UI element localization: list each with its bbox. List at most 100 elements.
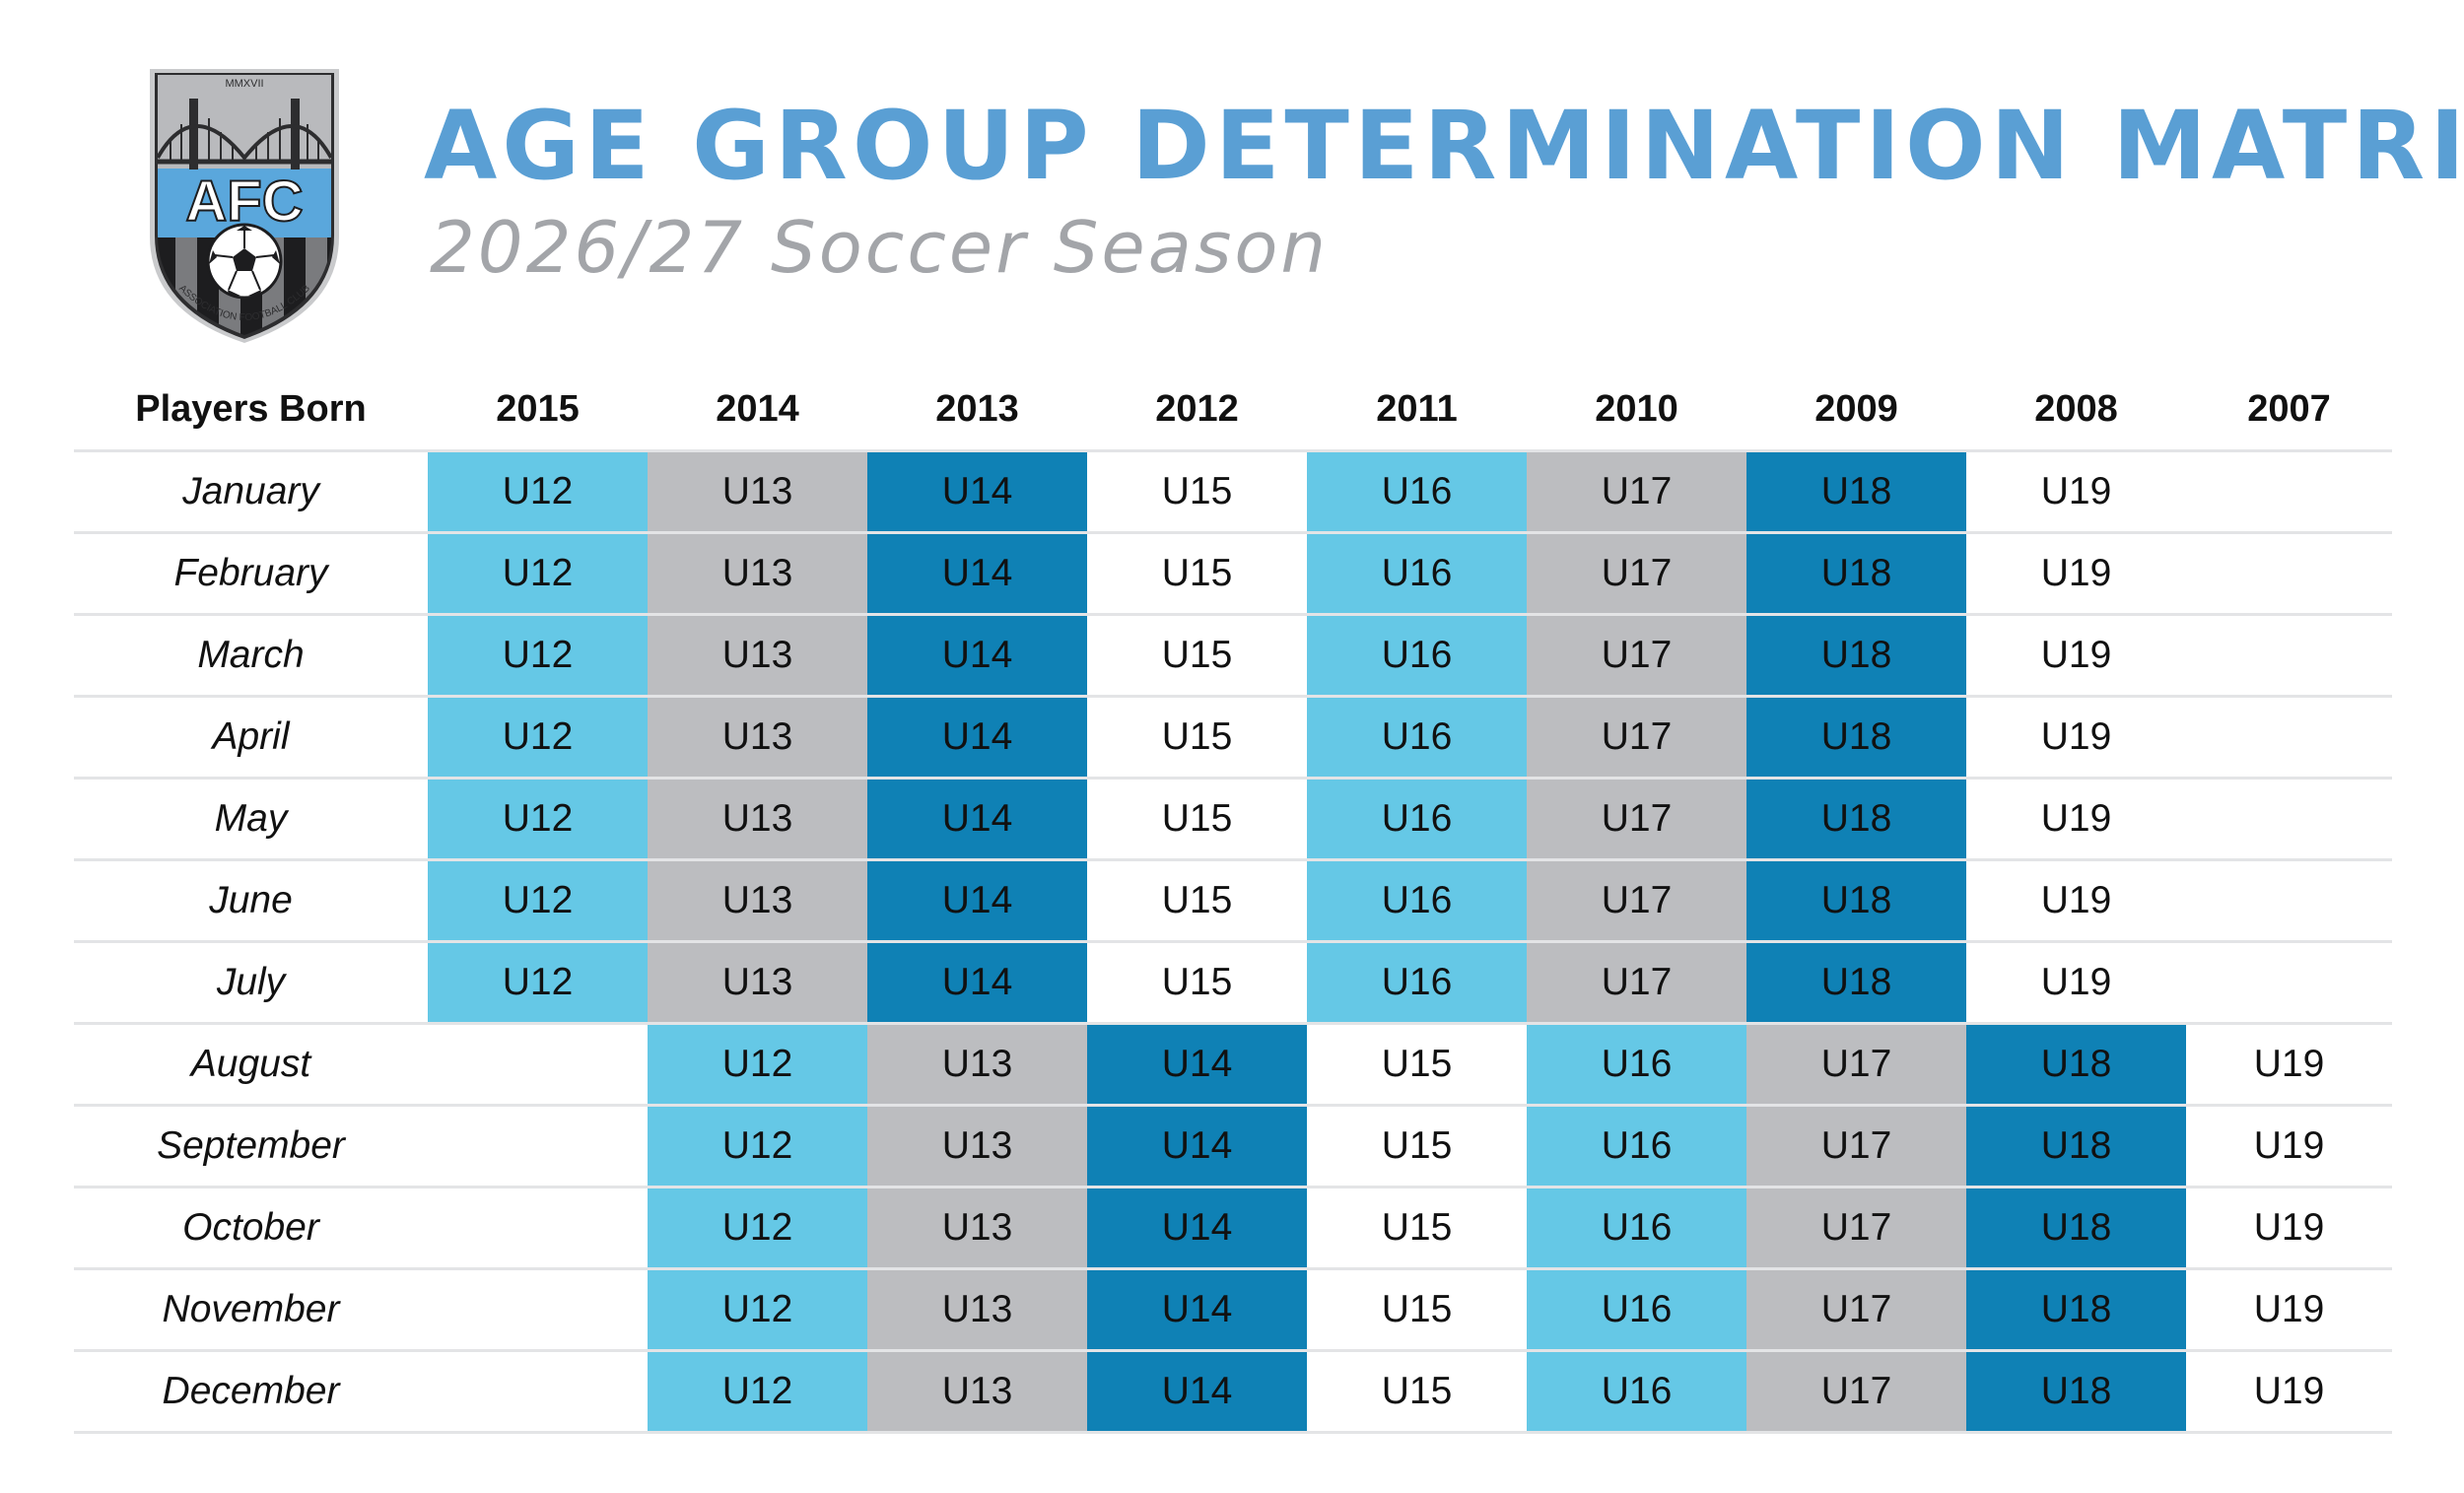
month-label: December <box>74 1350 428 1434</box>
year-header: 2013 <box>867 370 1087 452</box>
empty-cell <box>428 1350 648 1434</box>
age-group-cell: U19 <box>1966 941 2186 1025</box>
age-group-cell: U16 <box>1527 1187 1746 1270</box>
age-group-cell: U18 <box>1746 532 1966 616</box>
age-group-cell: U14 <box>867 532 1087 616</box>
age-group-cell: U13 <box>648 778 867 861</box>
age-group-cell: U19 <box>1966 532 2186 616</box>
month-label: October <box>74 1187 428 1270</box>
empty-cell <box>428 1187 648 1270</box>
age-group-cell: U18 <box>1966 1105 2186 1188</box>
age-group-cell: U16 <box>1307 859 1527 943</box>
age-group-cell: U17 <box>1527 696 1746 780</box>
age-group-cell: U15 <box>1087 941 1307 1025</box>
age-group-cell: U18 <box>1746 696 1966 780</box>
month-label: February <box>74 532 428 616</box>
empty-cell <box>428 1023 648 1107</box>
table-row: April U12 U13 U14 U15 U16 U17 U18 U19 <box>74 696 2392 780</box>
age-group-cell: U17 <box>1527 614 1746 698</box>
age-group-cell: U13 <box>648 450 867 534</box>
table-header-row: Players Born 2015 2014 2013 2012 2011 20… <box>74 370 2392 452</box>
empty-cell <box>2186 450 2392 534</box>
table-row: July U12 U13 U14 U15 U16 U17 U18 U19 <box>74 941 2392 1025</box>
page-title: AGE GROUP DETERMINATION MATRIX <box>424 91 2464 201</box>
age-group-cell: U12 <box>428 778 648 861</box>
age-group-cell: U16 <box>1307 778 1527 861</box>
table-row: May U12 U13 U14 U15 U16 U17 U18 U19 <box>74 778 2392 861</box>
crest-top-text: MMXVII <box>225 78 263 90</box>
age-group-cell: U17 <box>1746 1187 1966 1270</box>
age-group-cell: U14 <box>867 450 1087 534</box>
table-row: August U12 U13 U14 U15 U16 U17 U18 U19 <box>74 1023 2392 1107</box>
age-group-cell: U14 <box>867 778 1087 861</box>
year-header: 2012 <box>1087 370 1307 452</box>
age-group-cell: U13 <box>867 1023 1087 1107</box>
year-header: 2009 <box>1746 370 1966 452</box>
age-group-cell: U19 <box>2186 1268 2392 1352</box>
age-group-cell: U13 <box>648 696 867 780</box>
players-born-header: Players Born <box>74 370 428 452</box>
table-row: January U12 U13 U14 U15 U16 U17 U18 U19 <box>74 450 2392 534</box>
age-group-cell: U17 <box>1527 941 1746 1025</box>
age-group-cell: U17 <box>1746 1105 1966 1188</box>
age-group-cell: U16 <box>1527 1105 1746 1188</box>
year-header: 2010 <box>1527 370 1746 452</box>
age-group-cell: U15 <box>1307 1187 1527 1270</box>
empty-cell <box>2186 859 2392 943</box>
empty-cell <box>2186 614 2392 698</box>
table-row: September U12 U13 U14 U15 U16 U17 U18 U19 <box>74 1105 2392 1188</box>
age-group-cell: U12 <box>428 696 648 780</box>
table-body: January U12 U13 U14 U15 U16 U17 U18 U19 February U… <box>74 450 2392 1434</box>
age-group-cell: U14 <box>1087 1023 1307 1107</box>
age-group-cell: U17 <box>1527 532 1746 616</box>
age-group-cell: U17 <box>1527 859 1746 943</box>
year-header: 2007 <box>2186 370 2392 452</box>
age-group-cell: U16 <box>1527 1023 1746 1107</box>
age-group-cell: U17 <box>1746 1268 1966 1352</box>
age-group-cell: U14 <box>867 614 1087 698</box>
age-group-cell: U12 <box>648 1105 867 1188</box>
month-label: April <box>74 696 428 780</box>
month-label: August <box>74 1023 428 1107</box>
age-group-matrix-table: Players Born 2015 2014 2013 2012 2011 20… <box>74 370 2392 1434</box>
age-group-cell: U15 <box>1087 450 1307 534</box>
age-group-cell: U16 <box>1527 1268 1746 1352</box>
age-group-cell: U12 <box>428 614 648 698</box>
age-group-cell: U16 <box>1307 450 1527 534</box>
age-group-cell: U16 <box>1307 696 1527 780</box>
age-group-cell: U15 <box>1307 1350 1527 1434</box>
age-group-cell: U15 <box>1087 532 1307 616</box>
age-group-cell: U19 <box>1966 859 2186 943</box>
empty-cell <box>428 1105 648 1188</box>
age-group-cell: U12 <box>648 1350 867 1434</box>
age-group-cell: U16 <box>1307 941 1527 1025</box>
age-group-cell: U19 <box>2186 1023 2392 1107</box>
age-group-cell: U18 <box>1746 614 1966 698</box>
age-group-cell: U13 <box>867 1350 1087 1434</box>
year-header: 2008 <box>1966 370 2186 452</box>
age-group-cell: U15 <box>1087 614 1307 698</box>
month-label: September <box>74 1105 428 1188</box>
month-label: July <box>74 941 428 1025</box>
age-group-cell: U18 <box>1746 450 1966 534</box>
table-row: June U12 U13 U14 U15 U16 U17 U18 U19 <box>74 859 2392 943</box>
age-group-cell: U18 <box>1746 778 1966 861</box>
age-group-cell: U12 <box>428 941 648 1025</box>
table-row: October U12 U13 U14 U15 U16 U17 U18 U19 <box>74 1187 2392 1270</box>
age-group-cell: U12 <box>428 532 648 616</box>
age-group-cell: U15 <box>1307 1268 1527 1352</box>
age-group-cell: U13 <box>867 1105 1087 1188</box>
month-label: June <box>74 859 428 943</box>
age-group-cell: U17 <box>1527 778 1746 861</box>
age-group-cell: U14 <box>1087 1105 1307 1188</box>
age-group-cell: U15 <box>1307 1105 1527 1188</box>
month-label: March <box>74 614 428 698</box>
empty-cell <box>2186 778 2392 861</box>
age-group-cell: U18 <box>1746 859 1966 943</box>
empty-cell <box>2186 941 2392 1025</box>
age-group-cell: U19 <box>1966 778 2186 861</box>
age-group-cell: U14 <box>1087 1187 1307 1270</box>
age-group-cell: U16 <box>1307 614 1527 698</box>
age-group-cell: U14 <box>867 941 1087 1025</box>
month-label: November <box>74 1268 428 1352</box>
